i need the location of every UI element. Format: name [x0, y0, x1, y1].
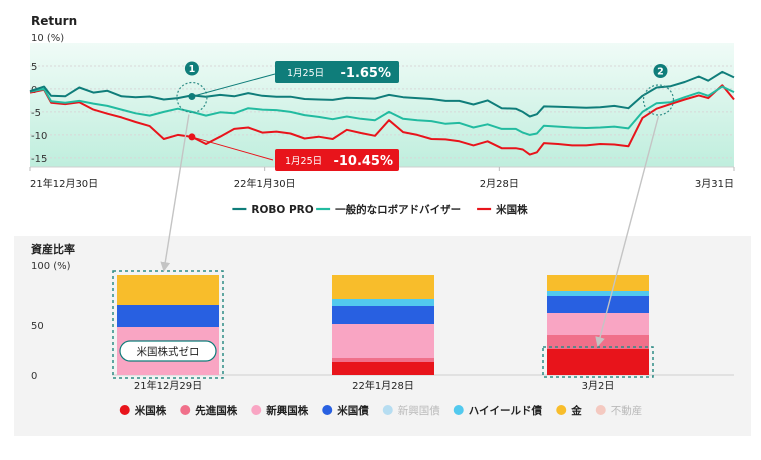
allocation-unit: 100 (%) [31, 261, 71, 272]
return-annotations: 1 1月25日 -1.65% 1月25日 -10.45% 2 [176, 61, 675, 171]
legend-label: 新興国債 [398, 404, 440, 417]
legend-dot [382, 405, 393, 415]
series-line-robo [29, 70, 735, 118]
legend-label-robo: ROBO PRO [251, 204, 313, 216]
series-line-advisor [29, 85, 735, 136]
return-legend: ROBO PRO 一般的なロボアドバイザー 米国株 [232, 203, 528, 216]
allocation-annotations: 米国株式ゼロ [112, 114, 660, 379]
highlight-box-mar2 [542, 346, 654, 378]
allocation-y-tick-label: 0 [31, 371, 37, 382]
legend-dot [595, 405, 606, 415]
allocation-categories: 21年12月29日 22年1月28日 3月2日 [134, 379, 614, 392]
return-y-tick-label: 5 [31, 62, 37, 73]
marker-1-icon [184, 61, 199, 76]
zero-us-badge [119, 340, 217, 362]
legend-label: 米国株 [134, 404, 167, 417]
focus-ring-2 [642, 84, 675, 116]
allocation-category-label: 3月2日 [582, 380, 615, 392]
return-y-tick-label: -15 [31, 154, 47, 165]
bar-segment [547, 313, 649, 335]
callout-us [275, 149, 399, 171]
return-y-tick-label: -5 [31, 108, 41, 119]
legend-dot [180, 405, 191, 415]
return-x-tick-label: 22年1月30日 [234, 177, 296, 190]
callout-leader-us [191, 136, 274, 161]
bar-segment [547, 349, 649, 375]
bar-segment [117, 305, 219, 327]
return-series-lines [29, 70, 735, 156]
legend-label: ハイイールド債 [469, 404, 543, 417]
bar-segment [332, 275, 434, 299]
callout-robo [275, 61, 399, 83]
callout-us-value: -10.45% [333, 154, 393, 169]
return-chart-title: Return [31, 14, 77, 28]
marker-1-icon-label: 1 [189, 64, 196, 75]
allocation-category-label: 21年12月29日 [134, 379, 202, 392]
bar-segment [332, 362, 434, 375]
return-chart-unit: 10 (%) [31, 33, 64, 44]
callout-robo-value: -1.65% [341, 66, 392, 81]
callout-robo-date: 1月25日 [287, 68, 324, 79]
bar-segment [332, 299, 434, 306]
bar-segment [547, 275, 649, 291]
legend-label: 先進国株 [195, 404, 237, 417]
return-x-tick-label: 2月28日 [480, 178, 519, 190]
return-x-ticks: 21年12月30日 22年1月30日 2月28日 3月31日 [29, 167, 735, 190]
bar-segment [332, 306, 434, 324]
return-x-tick-label: 21年12月30日 [30, 177, 98, 190]
callout-us-date: 1月25日 [285, 156, 322, 167]
return-x-tick-label: 3月31日 [695, 178, 734, 190]
legend-label: 金 [570, 404, 582, 417]
marker-2-icon-label: 2 [657, 67, 664, 78]
allocation-bars [117, 275, 649, 375]
series-line-us [29, 84, 735, 156]
return-y-tick-label: -10 [31, 131, 47, 142]
legend-dot [119, 405, 130, 415]
bar-segment [332, 324, 434, 358]
bar-segment [547, 296, 649, 313]
legend-dot [251, 405, 262, 415]
legend-label: 新興国株 [266, 404, 308, 417]
legend-label: 不動産 [611, 404, 643, 417]
marker-2-icon [653, 64, 668, 78]
allocation-category-label: 22年1月28日 [352, 379, 414, 392]
bar-segment [547, 291, 649, 296]
connector-arrow-1 [160, 114, 190, 272]
callout-leader-robo [191, 73, 276, 97]
bar-segment [332, 358, 434, 362]
legend-dot [453, 405, 464, 415]
allocation-legend: 米国株 先進国株 新興国株 米国債 新興国債 ハイイールド債 金 不動産 [119, 404, 643, 417]
allocation-y-tick-label: 50 [31, 321, 44, 332]
connector-arrow-2 [595, 115, 660, 347]
legend-dot [556, 405, 567, 415]
bar-segment [117, 275, 219, 305]
zero-us-badge-text: 米国株式ゼロ [137, 345, 200, 358]
focus-ring-1 [176, 81, 208, 114]
legend-label-advisor: 一般的なロボアドバイザー [335, 203, 461, 216]
legend-dot [322, 405, 333, 415]
legend-label: 米国債 [336, 404, 369, 417]
allocation-title: 資産比率 [31, 242, 75, 256]
legend-label-us: 米国株 [495, 203, 528, 216]
